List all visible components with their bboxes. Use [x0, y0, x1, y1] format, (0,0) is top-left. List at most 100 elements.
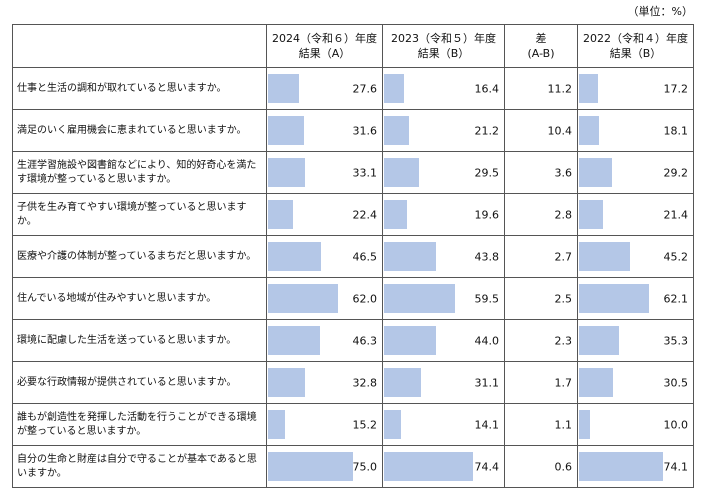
diff-cell: 2.8	[504, 193, 578, 236]
survey-table: 2024（令和６）年度 結果（A） 2023（令和５）年度 結果（B） 差 (A…	[12, 24, 694, 488]
value-cell-2023: 43.8	[382, 235, 505, 278]
diff-cell: 2.3	[504, 319, 578, 362]
value-label-2023: 43.8	[474, 250, 500, 263]
bar-2024	[268, 116, 304, 145]
value-label-2022: 74.1	[663, 460, 689, 473]
header-2023: 2023（令和５）年度 結果（B）	[382, 24, 505, 68]
value-label-2023: 19.6	[474, 208, 500, 221]
value-label-diff: 1.7	[554, 376, 573, 389]
header-2022: 2022（令和４）年度 結果（B）	[577, 24, 694, 68]
value-cell-2023: 44.0	[382, 319, 505, 362]
header-row: 2024（令和６）年度 結果（A） 2023（令和５）年度 結果（B） 差 (A…	[12, 24, 694, 68]
bar-2022	[579, 452, 663, 481]
bar-2023	[384, 326, 437, 355]
value-label-2023: 74.4	[474, 460, 500, 473]
value-label-2022: 17.2	[663, 82, 689, 95]
bar-2024	[268, 410, 286, 439]
diff-cell: 11.2	[504, 67, 578, 110]
value-cell-2023: 74.4	[382, 445, 505, 488]
bar-2023	[384, 116, 410, 145]
value-label-2023: 31.1	[474, 376, 500, 389]
value-cell-2024: 46.5	[266, 235, 383, 278]
value-cell-2022: 35.3	[577, 319, 694, 362]
value-cell-2023: 21.2	[382, 109, 505, 152]
header-2024: 2024（令和６）年度 結果（A）	[266, 24, 383, 68]
diff-cell: 1.1	[504, 403, 578, 446]
value-label-2023: 44.0	[474, 334, 500, 347]
bar-2022	[579, 410, 591, 439]
value-cell-2023: 14.1	[382, 403, 505, 446]
unit-label: （単位：%）	[627, 5, 693, 18]
value-label-2023: 59.5	[474, 292, 500, 305]
header-2023-line2: 結果（B）	[417, 47, 470, 60]
value-label-diff: 2.8	[554, 208, 573, 221]
header-diff: 差 (A-B)	[504, 24, 578, 68]
diff-cell: 3.6	[504, 151, 578, 194]
bar-2022	[579, 326, 619, 355]
value-cell-2024: 22.4	[266, 193, 383, 236]
diff-cell: 2.5	[504, 277, 578, 320]
bar-2023	[384, 410, 401, 439]
question-cell: 誰もが創造性を発揮した活動を行うことができる環境が整っていると思いますか。	[12, 403, 267, 446]
value-label-diff: 10.4	[547, 124, 573, 137]
value-label-diff: 11.2	[547, 82, 573, 95]
value-label-2022: 29.2	[663, 166, 689, 179]
value-label-2024: 31.6	[352, 124, 378, 137]
question-cell: 必要な行政情報が提供されていると思いますか。	[12, 361, 267, 404]
question-cell: 生涯学習施設や図書館などにより、知的好奇心を満たす環境が整っていると思いますか。	[12, 151, 267, 194]
value-cell-2022: 30.5	[577, 361, 694, 404]
bar-2022	[579, 284, 650, 313]
value-label-diff: 2.3	[554, 334, 573, 347]
table-body: 仕事と生活の調和が取れていると思いますか。 27.6 16.4 11.2 17.2 満足の…	[12, 67, 694, 488]
value-label-2024: 22.4	[352, 208, 378, 221]
value-cell-2024: 75.0	[266, 445, 383, 488]
bar-2022	[579, 368, 614, 397]
value-label-2024: 33.1	[352, 166, 378, 179]
table-row: 子供を生み育てやすい環境が整っていると思いますか。 22.4 19.6 2.8 21.4	[12, 193, 694, 236]
value-label-2022: 30.5	[663, 376, 689, 389]
value-label-diff: 3.6	[554, 166, 573, 179]
value-cell-2022: 74.1	[577, 445, 694, 488]
value-label-diff: 2.5	[554, 292, 573, 305]
question-cell: 自分の生命と財産は自分で守ることが基本であると思いますか。	[12, 445, 267, 488]
bar-2024	[268, 452, 353, 481]
question-cell: 住んでいる地域が住みやすいと思いますか。	[12, 277, 267, 320]
bar-2024	[268, 326, 321, 355]
header-2024-line1: 2024（令和６）年度	[272, 32, 377, 45]
bar-2024	[268, 242, 321, 271]
value-label-2022: 45.2	[663, 250, 689, 263]
bar-2024	[268, 158, 306, 187]
value-cell-2024: 46.3	[266, 319, 383, 362]
table-row: 生涯学習施設や図書館などにより、知的好奇心を満たす環境が整っていると思いますか。…	[12, 151, 694, 194]
bar-2024	[268, 284, 339, 313]
header-diff-line2: (A-B)	[527, 47, 555, 60]
header-question	[12, 24, 267, 68]
value-cell-2023: 16.4	[382, 67, 505, 110]
value-cell-2022: 18.1	[577, 109, 694, 152]
value-cell-2022: 17.2	[577, 67, 694, 110]
bar-2023	[384, 158, 420, 187]
value-cell-2023: 31.1	[382, 361, 505, 404]
value-cell-2024: 32.8	[266, 361, 383, 404]
bar-2022	[579, 74, 599, 103]
diff-cell: 0.6	[504, 445, 578, 488]
header-diff-line1: 差	[535, 32, 547, 45]
table-row: 住んでいる地域が住みやすいと思いますか。 62.0 59.5 2.5 62.1	[12, 277, 694, 320]
question-cell: 医療や介護の体制が整っているまちだと思いますか。	[12, 235, 267, 278]
value-cell-2022: 45.2	[577, 235, 694, 278]
value-label-2024: 27.6	[352, 82, 378, 95]
header-2022-line1: 2022（令和４）年度	[583, 32, 688, 45]
bar-2023	[384, 452, 473, 481]
bar-2024	[268, 74, 300, 103]
bar-2023	[384, 74, 404, 103]
table-row: 医療や介護の体制が整っているまちだと思いますか。 46.5 43.8 2.7 45.2	[12, 235, 694, 278]
bar-2022	[579, 158, 612, 187]
bar-2023	[384, 284, 455, 313]
value-cell-2024: 27.6	[266, 67, 383, 110]
value-label-2022: 10.0	[663, 418, 689, 431]
value-label-2022: 21.4	[663, 208, 689, 221]
value-cell-2023: 29.5	[382, 151, 505, 194]
bar-2022	[579, 200, 604, 229]
bar-2022	[579, 116, 600, 145]
value-cell-2023: 19.6	[382, 193, 505, 236]
